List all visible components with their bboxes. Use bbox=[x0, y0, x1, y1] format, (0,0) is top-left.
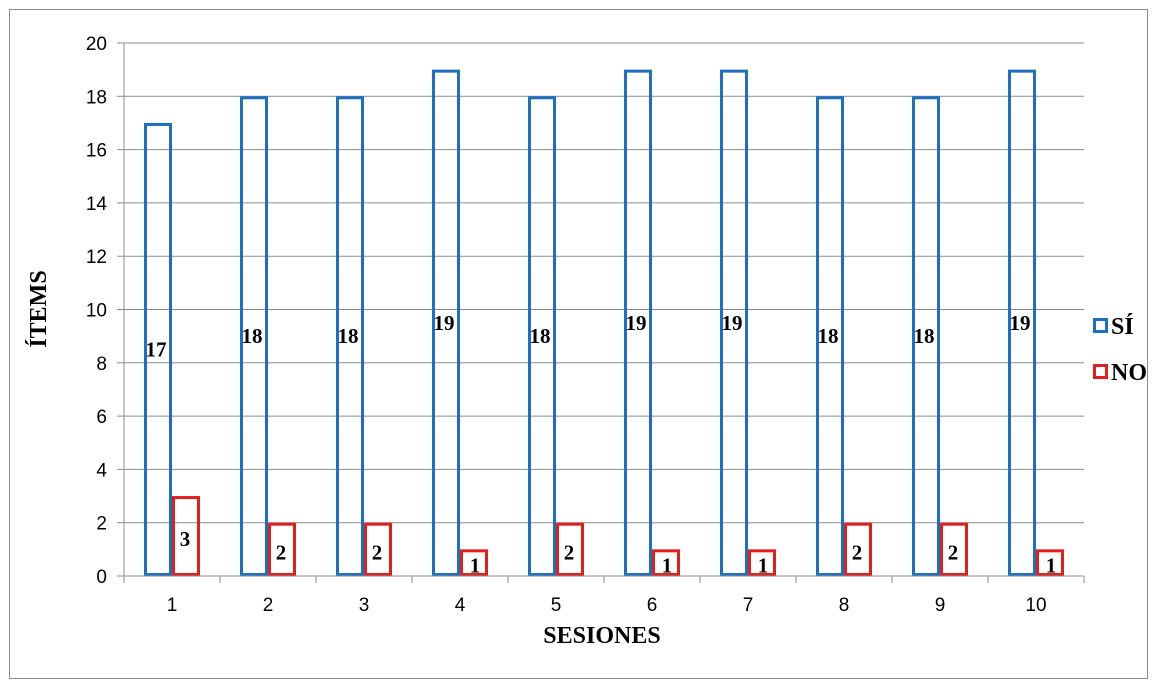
data-label-no-7: 1 bbox=[758, 554, 769, 578]
data-label-no-10: 1 bbox=[1046, 554, 1057, 578]
bar-no-4 bbox=[460, 549, 488, 576]
y-tick-label-8: 8 bbox=[96, 354, 107, 375]
data-label-si-9: 18 bbox=[914, 324, 935, 348]
bar-si-5 bbox=[528, 96, 556, 577]
x-tick-label-4: 4 bbox=[455, 595, 466, 616]
x-tick-label-9: 9 bbox=[935, 595, 946, 616]
bar-no-8 bbox=[844, 522, 872, 577]
x-tick-label-5: 5 bbox=[551, 595, 562, 616]
y-tick-label-10: 10 bbox=[86, 301, 107, 322]
bar-no-5 bbox=[556, 522, 584, 577]
bar-si-9 bbox=[912, 96, 940, 577]
gridlines bbox=[124, 42, 1084, 524]
bar-si-4 bbox=[432, 69, 460, 577]
x-tick-label-7: 7 bbox=[743, 595, 754, 616]
x-tick-label-6: 6 bbox=[647, 595, 658, 616]
bar-si-8 bbox=[816, 96, 844, 577]
x-tick-label-3: 3 bbox=[359, 595, 370, 616]
bars bbox=[144, 69, 1064, 577]
y-tick-label-6: 6 bbox=[96, 407, 107, 428]
legend-label-no: NO bbox=[1111, 360, 1147, 386]
y-tick-label-12: 12 bbox=[86, 247, 107, 268]
data-label-si-3: 18 bbox=[338, 324, 359, 348]
legend-label-si: SÍ bbox=[1111, 314, 1134, 340]
legend: SÍ NO bbox=[1093, 314, 1147, 386]
data-label-no-9: 2 bbox=[948, 540, 959, 564]
data-label-no-5: 2 bbox=[564, 540, 575, 564]
x-tick-label-10: 10 bbox=[1025, 595, 1046, 616]
data-label-si-5: 18 bbox=[530, 324, 551, 348]
axes bbox=[117, 42, 1085, 583]
data-label-si-8: 18 bbox=[818, 324, 839, 348]
y-tick-label-0: 0 bbox=[96, 567, 107, 588]
data-label-no-2: 2 bbox=[276, 540, 287, 564]
data-label-no-4: 1 bbox=[470, 554, 481, 578]
legend-swatch-si bbox=[1093, 318, 1108, 333]
data-label-si-1: 17 bbox=[146, 337, 167, 361]
bar-no-2 bbox=[268, 522, 296, 577]
data-label-no-1: 3 bbox=[180, 527, 191, 551]
data-label-no-8: 2 bbox=[852, 540, 863, 564]
x-tick-label-8: 8 bbox=[839, 595, 850, 616]
data-label-no-6: 1 bbox=[662, 554, 673, 578]
data-labels: 17 3 18 2 18 2 19 1 18 2 19 1 19 1 18 2 18 2 19 1 bbox=[146, 311, 1057, 578]
bar-no-6 bbox=[652, 549, 680, 576]
y-tick-label-20: 20 bbox=[86, 34, 107, 55]
bar-si-3 bbox=[336, 96, 364, 577]
y-axis-title: ÍTEMS bbox=[26, 270, 52, 347]
x-tick-label-2: 2 bbox=[263, 595, 274, 616]
bar-si-10 bbox=[1008, 69, 1036, 577]
legend-swatch-no bbox=[1093, 364, 1108, 379]
y-tick-label-16: 16 bbox=[86, 141, 107, 162]
bar-no-1 bbox=[172, 496, 200, 576]
bar-si-1 bbox=[144, 122, 172, 576]
bar-si-6 bbox=[624, 69, 652, 577]
data-label-si-10: 19 bbox=[1010, 311, 1031, 335]
bar-no-3 bbox=[364, 522, 392, 577]
y-tick-label-2: 2 bbox=[96, 514, 107, 535]
bar-si-7 bbox=[720, 69, 748, 577]
y-tick-label-14: 14 bbox=[86, 194, 108, 215]
x-tick-label-1: 1 bbox=[167, 595, 178, 616]
y-tick-label-18: 18 bbox=[86, 87, 107, 108]
bar-no-9 bbox=[940, 522, 968, 577]
data-label-si-4: 19 bbox=[434, 311, 455, 335]
data-label-si-7: 19 bbox=[722, 311, 743, 335]
bar-no-7 bbox=[748, 549, 776, 576]
data-label-no-3: 2 bbox=[372, 540, 383, 564]
bar-no-10 bbox=[1036, 549, 1064, 576]
x-axis-title: SESIONES bbox=[543, 623, 660, 649]
data-label-si-6: 19 bbox=[626, 311, 647, 335]
bar-si-2 bbox=[240, 96, 268, 577]
y-tick-label-4: 4 bbox=[96, 460, 107, 481]
data-label-si-2: 18 bbox=[242, 324, 263, 348]
